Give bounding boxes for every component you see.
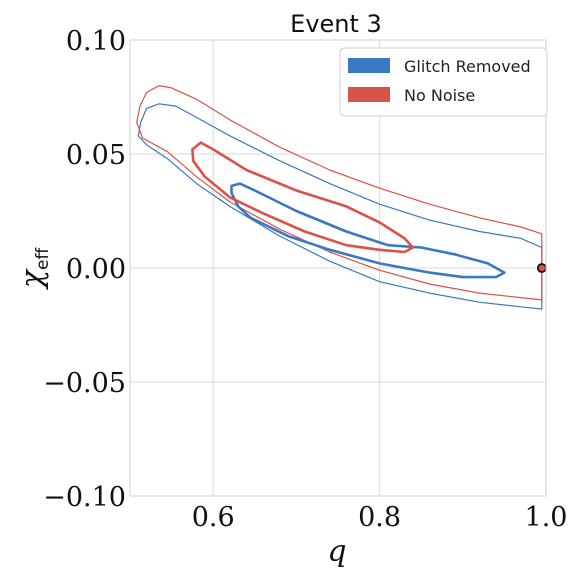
marker-layer	[536, 263, 547, 273]
legend-label-no-noise: No Noise	[404, 86, 475, 105]
x-tick-label: 0.6	[192, 502, 235, 533]
legend-swatch-no-noise	[348, 87, 390, 102]
y-tick-label: 0.10	[66, 26, 126, 57]
legend-label-glitch-removed: Glitch Removed	[404, 57, 531, 76]
x-axis-label: q	[327, 534, 346, 569]
y-tick-label: −0.05	[43, 368, 126, 399]
svg-text:χeff: χeff	[15, 247, 53, 291]
true-value-marker	[536, 263, 547, 273]
y-tick-label: 0.00	[66, 254, 126, 285]
y-tick-label: 0.05	[66, 140, 126, 171]
chart-title: Event 3	[290, 10, 382, 38]
y-axis-label-symbol: χ	[15, 268, 50, 290]
contour-layer	[136, 84, 543, 310]
legend: Glitch Removed No Noise	[339, 47, 548, 117]
y-axis-label: χeff	[15, 247, 53, 291]
legend-swatch-glitch-removed	[348, 58, 390, 73]
legend-box	[339, 47, 548, 117]
glitch-removed-outer-contour	[137, 103, 543, 310]
plot-frame	[129, 39, 547, 497]
x-tick-label: 0.8	[358, 502, 401, 533]
no-noise-inner-contour	[191, 141, 415, 254]
glitch-removed-inner-contour	[230, 182, 506, 279]
y-tick-labels: −0.10 −0.05 0.00 0.05 0.10	[43, 26, 126, 513]
y-tick-label: −0.10	[43, 482, 126, 513]
x-tick-labels: 0.6 0.8 1.0	[192, 502, 568, 533]
x-tick-label: 1.0	[525, 502, 568, 533]
y-axis-label-subscript: eff	[33, 247, 53, 270]
